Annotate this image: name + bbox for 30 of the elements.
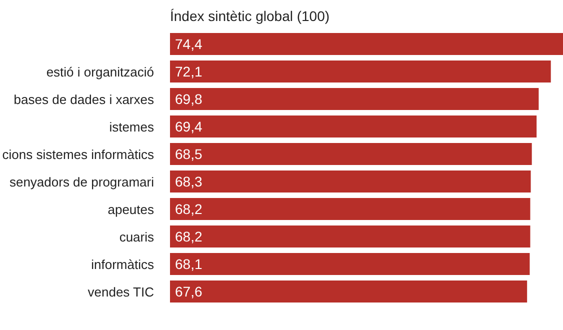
chart-title: Índex sintètic global (100) [170,8,330,24]
y-tick-label: estió i organització [46,64,154,80]
y-tick-label: informàtics [91,256,154,272]
y-tick-label: apeutes [108,202,154,217]
data-label: 68,2 [175,200,202,217]
y-tick-label: vendes TIC [88,284,154,300]
y-tick-label: istemes [109,119,154,134]
data-label: 69,8 [175,90,202,107]
bar [170,198,530,220]
y-tick-label: cions sistemes informàtics [2,146,154,162]
data-label: 74,4 [175,36,202,52]
y-tick-label: cuaris [119,229,154,244]
bar [170,253,530,275]
y-tick-label: senyadors de programari [9,174,154,190]
bar [170,226,530,248]
data-label: 68,2 [175,228,202,244]
bar [170,170,531,192]
bar [170,143,532,165]
bar [170,60,551,82]
bar [170,280,528,302]
data-label: 68,1 [175,256,202,272]
bar [170,33,563,55]
data-label: 69,4 [175,118,202,134]
bar [170,116,537,138]
y-tick-label: bases de dades i xarxes [14,92,154,107]
bar [170,88,539,110]
data-label: 72,1 [175,63,202,80]
data-label: 67,6 [175,283,202,300]
data-label: 68,3 [175,173,202,190]
data-label: 68,5 [175,146,202,162]
